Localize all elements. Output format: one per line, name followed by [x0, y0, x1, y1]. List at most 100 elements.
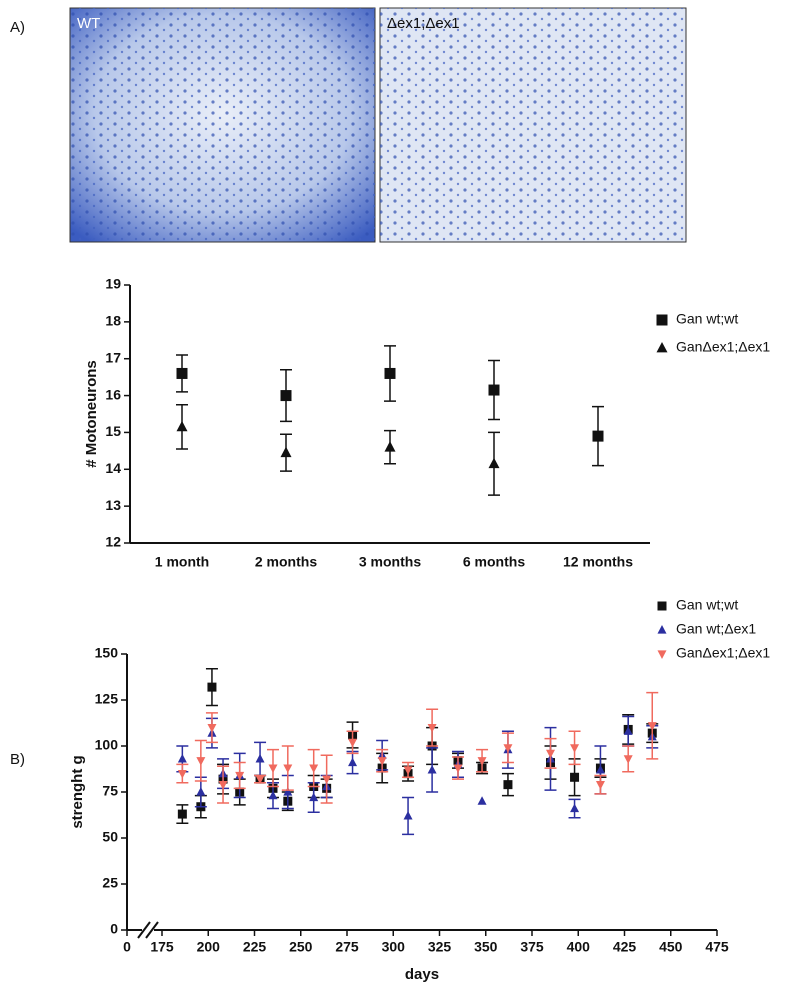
y-axis-label: # Motoneurons	[83, 360, 100, 468]
marker	[348, 738, 358, 748]
marker	[503, 744, 513, 753]
marker	[207, 682, 217, 692]
x-tick-label: 1 month	[155, 554, 209, 570]
marker	[309, 792, 319, 802]
x-tick-label: 300	[382, 939, 406, 955]
x-tick-label: 2 months	[255, 554, 317, 570]
x-tick-label: 12 months	[563, 554, 633, 570]
x-tick-label: 3 months	[359, 554, 421, 570]
y-tick-label: 50	[102, 829, 118, 845]
marker	[283, 787, 293, 796]
legend-label: GanΔex1;Δex1	[676, 645, 770, 661]
marker	[427, 724, 437, 733]
marker	[647, 722, 657, 731]
marker	[477, 757, 487, 766]
marker	[177, 770, 187, 779]
marker	[503, 780, 513, 790]
marker	[384, 441, 396, 452]
panel-label: A)	[10, 19, 25, 36]
marker	[196, 757, 206, 766]
y-tick-label: 14	[105, 460, 121, 476]
marker	[403, 810, 413, 820]
axis-break	[145, 921, 159, 939]
marker	[623, 755, 633, 764]
marker	[453, 764, 463, 774]
marker	[218, 781, 228, 790]
marker	[570, 744, 580, 753]
marker	[255, 753, 265, 763]
marker	[255, 775, 265, 785]
y-tick-label: 15	[105, 423, 121, 439]
x-tick-label: 400	[567, 939, 591, 955]
marker	[309, 764, 319, 774]
marker	[592, 430, 604, 442]
micrograph: WT	[69, 7, 376, 243]
marker	[235, 771, 245, 781]
marker	[488, 384, 500, 396]
marker	[570, 772, 580, 782]
marker	[595, 781, 605, 790]
marker	[207, 724, 217, 733]
y-axis-label: strenght g	[69, 755, 86, 828]
x-tick-label: 0	[123, 939, 131, 955]
legend-label: Gan wt;Δex1	[676, 621, 756, 637]
x-tick-label: 425	[613, 939, 637, 955]
x-tick-label: 6 months	[463, 554, 525, 570]
x-tick-label: 275	[335, 939, 359, 955]
x-tick-label: 325	[428, 939, 452, 955]
marker	[322, 775, 332, 785]
marker	[546, 749, 555, 759]
axis-break	[142, 922, 154, 938]
y-tick-label: 100	[95, 737, 119, 753]
y-tick-label: 25	[102, 875, 118, 891]
marker	[268, 790, 278, 800]
x-axis-label: days	[405, 966, 439, 983]
x-tick-label: 175	[150, 939, 174, 955]
x-tick-label: 225	[243, 939, 267, 955]
marker	[623, 726, 633, 735]
x-tick-label: 350	[474, 939, 498, 955]
marker	[403, 766, 413, 775]
marker	[196, 787, 206, 796]
micrograph: Δex1;Δex1	[379, 7, 687, 243]
x-tick-label: 475	[705, 939, 729, 955]
y-tick-label: 18	[105, 313, 121, 329]
marker	[268, 764, 278, 774]
marker	[570, 803, 580, 813]
y-tick-label: 150	[95, 645, 119, 661]
y-tick-label: 16	[105, 386, 121, 402]
y-tick-label: 17	[105, 349, 121, 365]
marker	[384, 367, 396, 379]
marker	[657, 625, 667, 634]
y-tick-label: 75	[102, 783, 118, 799]
marker	[176, 420, 188, 432]
marker	[477, 796, 487, 805]
image-label: WT	[77, 15, 100, 32]
marker	[348, 757, 358, 767]
y-tick-label: 0	[110, 921, 118, 937]
y-tick-label: 12	[105, 534, 121, 550]
marker	[657, 601, 667, 611]
marker	[177, 809, 187, 819]
marker	[656, 314, 668, 326]
x-tick-label: 375	[520, 939, 544, 955]
legend-label: Gan wt;wt	[676, 311, 738, 327]
x-tick-label: 250	[289, 939, 313, 955]
y-tick-label: 19	[105, 276, 121, 292]
marker	[656, 341, 668, 353]
marker	[427, 764, 437, 774]
marker	[280, 390, 292, 402]
marker	[177, 753, 187, 763]
x-tick-label: 200	[197, 939, 221, 955]
legend-label: GanΔex1;Δex1	[676, 339, 770, 355]
legend-label: Gan wt;wt	[676, 597, 738, 613]
marker	[488, 457, 500, 469]
marker	[595, 764, 605, 774]
marker	[283, 764, 293, 774]
image-label: Δex1;Δex1	[387, 15, 460, 32]
y-tick-label: 13	[105, 497, 121, 513]
x-tick-label: 450	[659, 939, 683, 955]
marker	[280, 446, 292, 458]
